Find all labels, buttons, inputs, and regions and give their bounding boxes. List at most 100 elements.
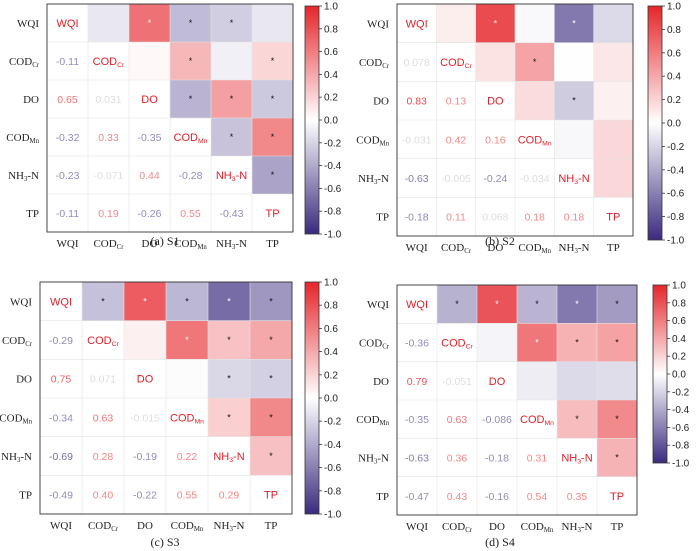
- heatmap-cell: [250, 320, 293, 360]
- significance-star: *: [143, 296, 147, 306]
- diagonal-cell: [475, 81, 515, 120]
- coefficient-label: 0.33: [98, 132, 119, 144]
- significance-star: *: [575, 299, 579, 309]
- diagonal-cell: [515, 120, 555, 159]
- coef-cell: [397, 42, 437, 82]
- coef-cell: [47, 194, 88, 232]
- coef-cell: [436, 197, 476, 236]
- coefficient-label: 0.63: [93, 412, 114, 424]
- heatmap-panel-s4: WQI * * * * * -0.36 CODCr * * * 0.79 -0.051 DO -0.35 0.…: [356, 281, 689, 550]
- coef-cell: [88, 80, 129, 118]
- colorbar-tick-label: -0.8: [667, 212, 685, 223]
- coefficient-label: 0.75: [51, 374, 72, 386]
- coefficient-label: 0.55: [177, 490, 198, 502]
- significance-star: *: [185, 296, 189, 306]
- diagonal-label: WQI: [406, 299, 428, 311]
- colorbar-tick-label: -0.4: [667, 165, 685, 176]
- significance-star: *: [148, 18, 152, 28]
- colorbar-tick-label: 0.8: [324, 301, 338, 312]
- coef-cell: [397, 438, 437, 477]
- heatmap-cell: [597, 438, 638, 477]
- x-tick-label: NH3-N: [559, 242, 590, 255]
- coefficient-label: 0.068: [482, 212, 508, 224]
- coefficient-label: -0.47: [405, 491, 429, 503]
- significance-star: *: [227, 412, 231, 422]
- heatmap-cell: [252, 118, 294, 157]
- significance-star: *: [495, 299, 499, 309]
- heatmap-cell: [166, 320, 209, 360]
- colorbar-tick-label: 0.8: [667, 25, 681, 36]
- x-tick-label: NH3-N: [214, 520, 245, 533]
- colorbar-tick-label: -0.2: [672, 387, 690, 398]
- colorbar-tick-label: 1.0: [672, 281, 686, 292]
- significance-star: *: [535, 299, 539, 309]
- colorbar-tick-label: 0.8: [672, 298, 686, 309]
- coef-cell: [88, 194, 129, 232]
- colorbar: [652, 284, 668, 464]
- diagonal-cell: [250, 475, 292, 514]
- colorbar: [304, 5, 320, 235]
- significance-star: *: [189, 18, 193, 28]
- heatmap-cell: [515, 81, 555, 121]
- diagonal-label: DO: [141, 94, 158, 106]
- coefficient-label: 0.43: [447, 491, 468, 503]
- colorbar-tick-label: -1.0: [324, 230, 342, 241]
- coef-cell: [40, 398, 82, 437]
- significance-star: *: [269, 374, 273, 384]
- y-tick-label: TP: [26, 208, 39, 220]
- x-tick-label: CODMn: [174, 238, 207, 251]
- diagonal-cell: [397, 4, 437, 43]
- coefficient-label: 0.16: [485, 134, 506, 146]
- colorbar-tick-label: -1.0: [667, 236, 685, 247]
- coef-cell: [397, 476, 437, 515]
- diagonal-cell: [557, 438, 597, 477]
- coef-cell: [124, 398, 166, 437]
- diagonal-label: CODCr: [87, 335, 119, 348]
- y-tick-label: CODMn: [6, 132, 39, 145]
- diagonal-cell: [436, 42, 476, 82]
- significance-star: *: [615, 453, 619, 463]
- heatmap-cell: [554, 120, 594, 159]
- diagonal-cell: [477, 361, 517, 400]
- plot-frame: [39, 281, 293, 515]
- heatmap-cell: [436, 4, 476, 43]
- plot-frame: [396, 3, 634, 237]
- colorbar-tick-label: -0.2: [324, 138, 342, 149]
- coef-cell: [397, 120, 437, 159]
- plot-frame: [396, 284, 638, 516]
- coefficient-label: 0.13: [446, 96, 467, 108]
- significance-star: *: [494, 18, 498, 28]
- heatmap-cell: [252, 156, 294, 195]
- heatmap-cell: [250, 398, 293, 437]
- y-tick-label: TP: [19, 490, 32, 502]
- x-tick-label: TP: [611, 521, 624, 533]
- colorbar-tick-label: -0.8: [324, 486, 342, 497]
- colorbar-tick-label: -0.6: [324, 184, 342, 195]
- heatmap-cell: [252, 4, 294, 43]
- coef-cell: [437, 400, 477, 439]
- x-tick-label: CODCr: [93, 238, 124, 251]
- colorbar-tick-label: 0.6: [324, 47, 338, 58]
- diagonal-label: WQI: [50, 296, 72, 308]
- colorbar-tick-label: 1.0: [667, 2, 681, 13]
- y-tick-label: DO: [373, 96, 389, 108]
- heatmap-cell: [593, 120, 634, 159]
- colorbar-tick-label: -1.0: [324, 510, 342, 521]
- significance-star: *: [572, 96, 576, 106]
- coef-cell: [437, 361, 477, 400]
- coef-cell: [557, 476, 597, 515]
- y-tick-label: CODCr: [359, 338, 390, 351]
- coef-cell: [88, 118, 129, 156]
- coefficient-label: -0.18: [485, 453, 509, 465]
- heatmap-cell: [557, 400, 598, 439]
- heatmap-cell: [515, 4, 555, 43]
- diagonal-label: CODCr: [93, 56, 125, 69]
- coef-cell: [40, 436, 82, 476]
- heatmap-cell: [129, 4, 171, 43]
- plot-frame: [46, 3, 294, 233]
- coef-cell: [436, 81, 476, 120]
- heatmap-cell: [597, 323, 638, 362]
- heatmap-cell: [124, 282, 167, 321]
- significance-star: *: [271, 94, 275, 104]
- heatmap-cell: [517, 361, 558, 401]
